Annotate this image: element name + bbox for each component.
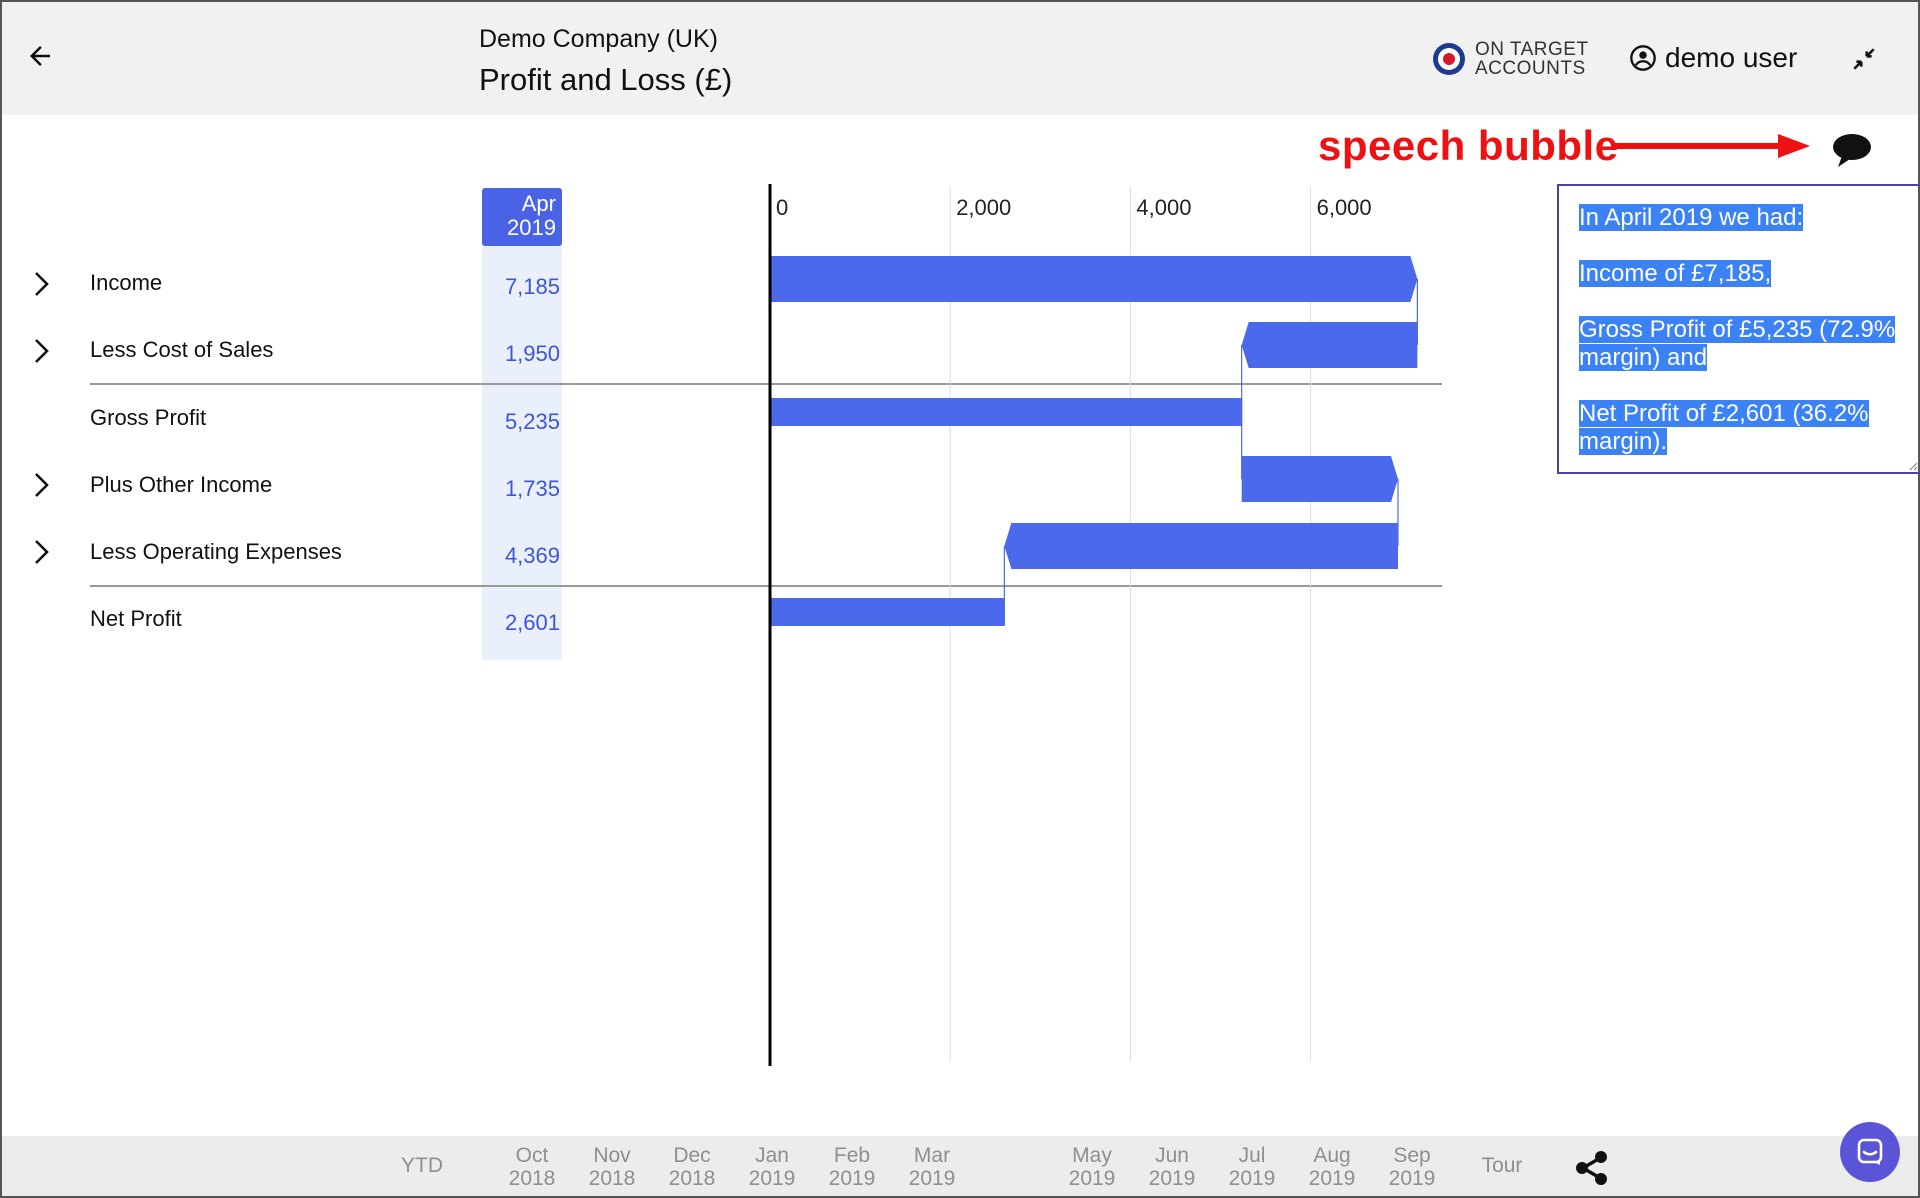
chevron-right-icon <box>35 272 49 296</box>
period-jun-2019[interactable]: Jun 2019 <box>1148 1144 1196 1190</box>
row-label-other-income: Plus Other Income <box>90 472 273 497</box>
period-nov-2018[interactable]: Nov 2018 <box>588 1144 636 1190</box>
target-logo-icon <box>1433 43 1465 75</box>
x-tick-label: 6,000 <box>1317 195 1372 220</box>
waterfall-bar <box>1241 456 1398 502</box>
period-may-2019[interactable]: May 2019 <box>1068 1144 1116 1190</box>
share-button[interactable] <box>1573 1149 1611 1187</box>
waterfall-bar <box>1241 322 1418 368</box>
column-background <box>482 242 562 660</box>
period-oct-2018[interactable]: Oct 2018 <box>508 1144 556 1190</box>
period-feb-2019[interactable]: Feb 2019 <box>828 1144 876 1190</box>
speech-bubble-button[interactable] <box>1830 130 1874 170</box>
row-label-income: Income <box>90 270 163 295</box>
chevron-right-icon <box>35 540 49 564</box>
period-ytd[interactable]: YTD <box>401 1154 443 1177</box>
period-jul-2019[interactable]: Jul 2019 <box>1228 1144 1276 1190</box>
period-aug-2019[interactable]: Aug 2019 <box>1308 1144 1356 1190</box>
row-value-other-income[interactable]: 1,735 <box>504 476 560 501</box>
row-label-net-profit: Net Profit <box>90 606 182 631</box>
row-value-gross-profit[interactable]: 5,235 <box>504 409 560 434</box>
speech-bubble-icon <box>1833 134 1871 167</box>
back-button[interactable] <box>22 38 58 74</box>
waterfall-bar <box>770 598 1005 626</box>
brand-line1: ON TARGET <box>1475 39 1589 60</box>
row-label-operating-expenses: Less Operating Expenses <box>90 539 342 564</box>
row-value-net-profit[interactable]: 2,601 <box>504 610 560 635</box>
x-tick-label: 2,000 <box>956 195 1011 220</box>
column-month: Apr <box>521 191 556 216</box>
waterfall-bar <box>770 256 1418 302</box>
account-circle-icon <box>1630 45 1656 71</box>
annotation-arrow-icon <box>1614 134 1810 158</box>
tour-link[interactable]: Tour <box>1481 1154 1523 1177</box>
row-separator <box>90 383 1442 385</box>
chevron-right-icon <box>35 339 49 363</box>
speech-line: In April 2019 we had: <box>1579 204 1804 231</box>
brand-line2: ACCOUNTS <box>1475 58 1586 79</box>
period-sep-2019[interactable]: Sep 2019 <box>1388 1144 1436 1190</box>
row-value-operating-expenses[interactable]: 4,369 <box>504 543 560 568</box>
expand-income-button[interactable] <box>28 268 54 300</box>
period-bar <box>2 1136 1918 1196</box>
chat-launcher-button[interactable] <box>1840 1122 1900 1182</box>
row-separator <box>90 585 1442 587</box>
x-tick-label: 0 <box>776 195 788 220</box>
row-value-income[interactable]: 7,185 <box>504 274 560 299</box>
speech-line: Gross Profit of £5,235 (72.9% margin) an… <box>1579 316 1896 371</box>
x-tick-label: 4,000 <box>1136 195 1191 220</box>
period-jan-2019[interactable]: Jan 2019 <box>748 1144 796 1190</box>
annotation-label: speech bubble <box>1318 122 1619 169</box>
waterfall-chart: 0 2,000 4,000 6,000 <box>768 184 1418 1066</box>
share-icon <box>1576 1151 1607 1185</box>
page-title: Profit and Loss (£) <box>479 62 733 97</box>
header-bar: Demo Company (UK) Profit and Loss (£) ON… <box>2 2 1918 115</box>
expand-other-income-button[interactable] <box>28 469 54 501</box>
resize-grip-icon[interactable] <box>1908 461 1918 471</box>
waterfall-bar <box>770 398 1242 426</box>
speech-line: Income of £7,185, <box>1579 260 1772 287</box>
chevron-right-icon <box>35 473 49 497</box>
collapse-button[interactable] <box>1849 44 1879 74</box>
speech-text-box[interactable]: In April 2019 we had: Income of £7,185, … <box>1557 184 1918 474</box>
period-dec-2018[interactable]: Dec 2018 <box>668 1144 716 1190</box>
column-header-apr-2019[interactable]: Apr 2019 <box>482 188 562 246</box>
arrow-left-icon <box>30 46 50 66</box>
user-name: demo user <box>1665 42 1798 73</box>
chat-icon <box>1857 1138 1883 1165</box>
waterfall-bar <box>1004 523 1398 569</box>
period-mar-2019[interactable]: Mar 2019 <box>908 1144 956 1190</box>
collapse-arrows-icon <box>1853 48 1875 70</box>
speech-line: Net Profit of £2,601 (36.2% margin). <box>1579 400 1869 455</box>
expand-cost-of-sales-button[interactable] <box>28 335 54 367</box>
user-menu[interactable]: demo user <box>1629 42 1797 74</box>
brand-logo: ON TARGET ACCOUNTS <box>1432 40 1589 78</box>
brand-text: ON TARGET ACCOUNTS <box>1475 40 1589 78</box>
row-label-cost-of-sales: Less Cost of Sales <box>90 337 274 362</box>
row-label-gross-profit: Gross Profit <box>90 405 207 430</box>
expand-operating-expenses-button[interactable] <box>28 536 54 568</box>
column-year: 2019 <box>507 215 556 240</box>
company-name: Demo Company (UK) <box>479 25 718 53</box>
row-value-cost-of-sales[interactable]: 1,950 <box>504 341 560 366</box>
